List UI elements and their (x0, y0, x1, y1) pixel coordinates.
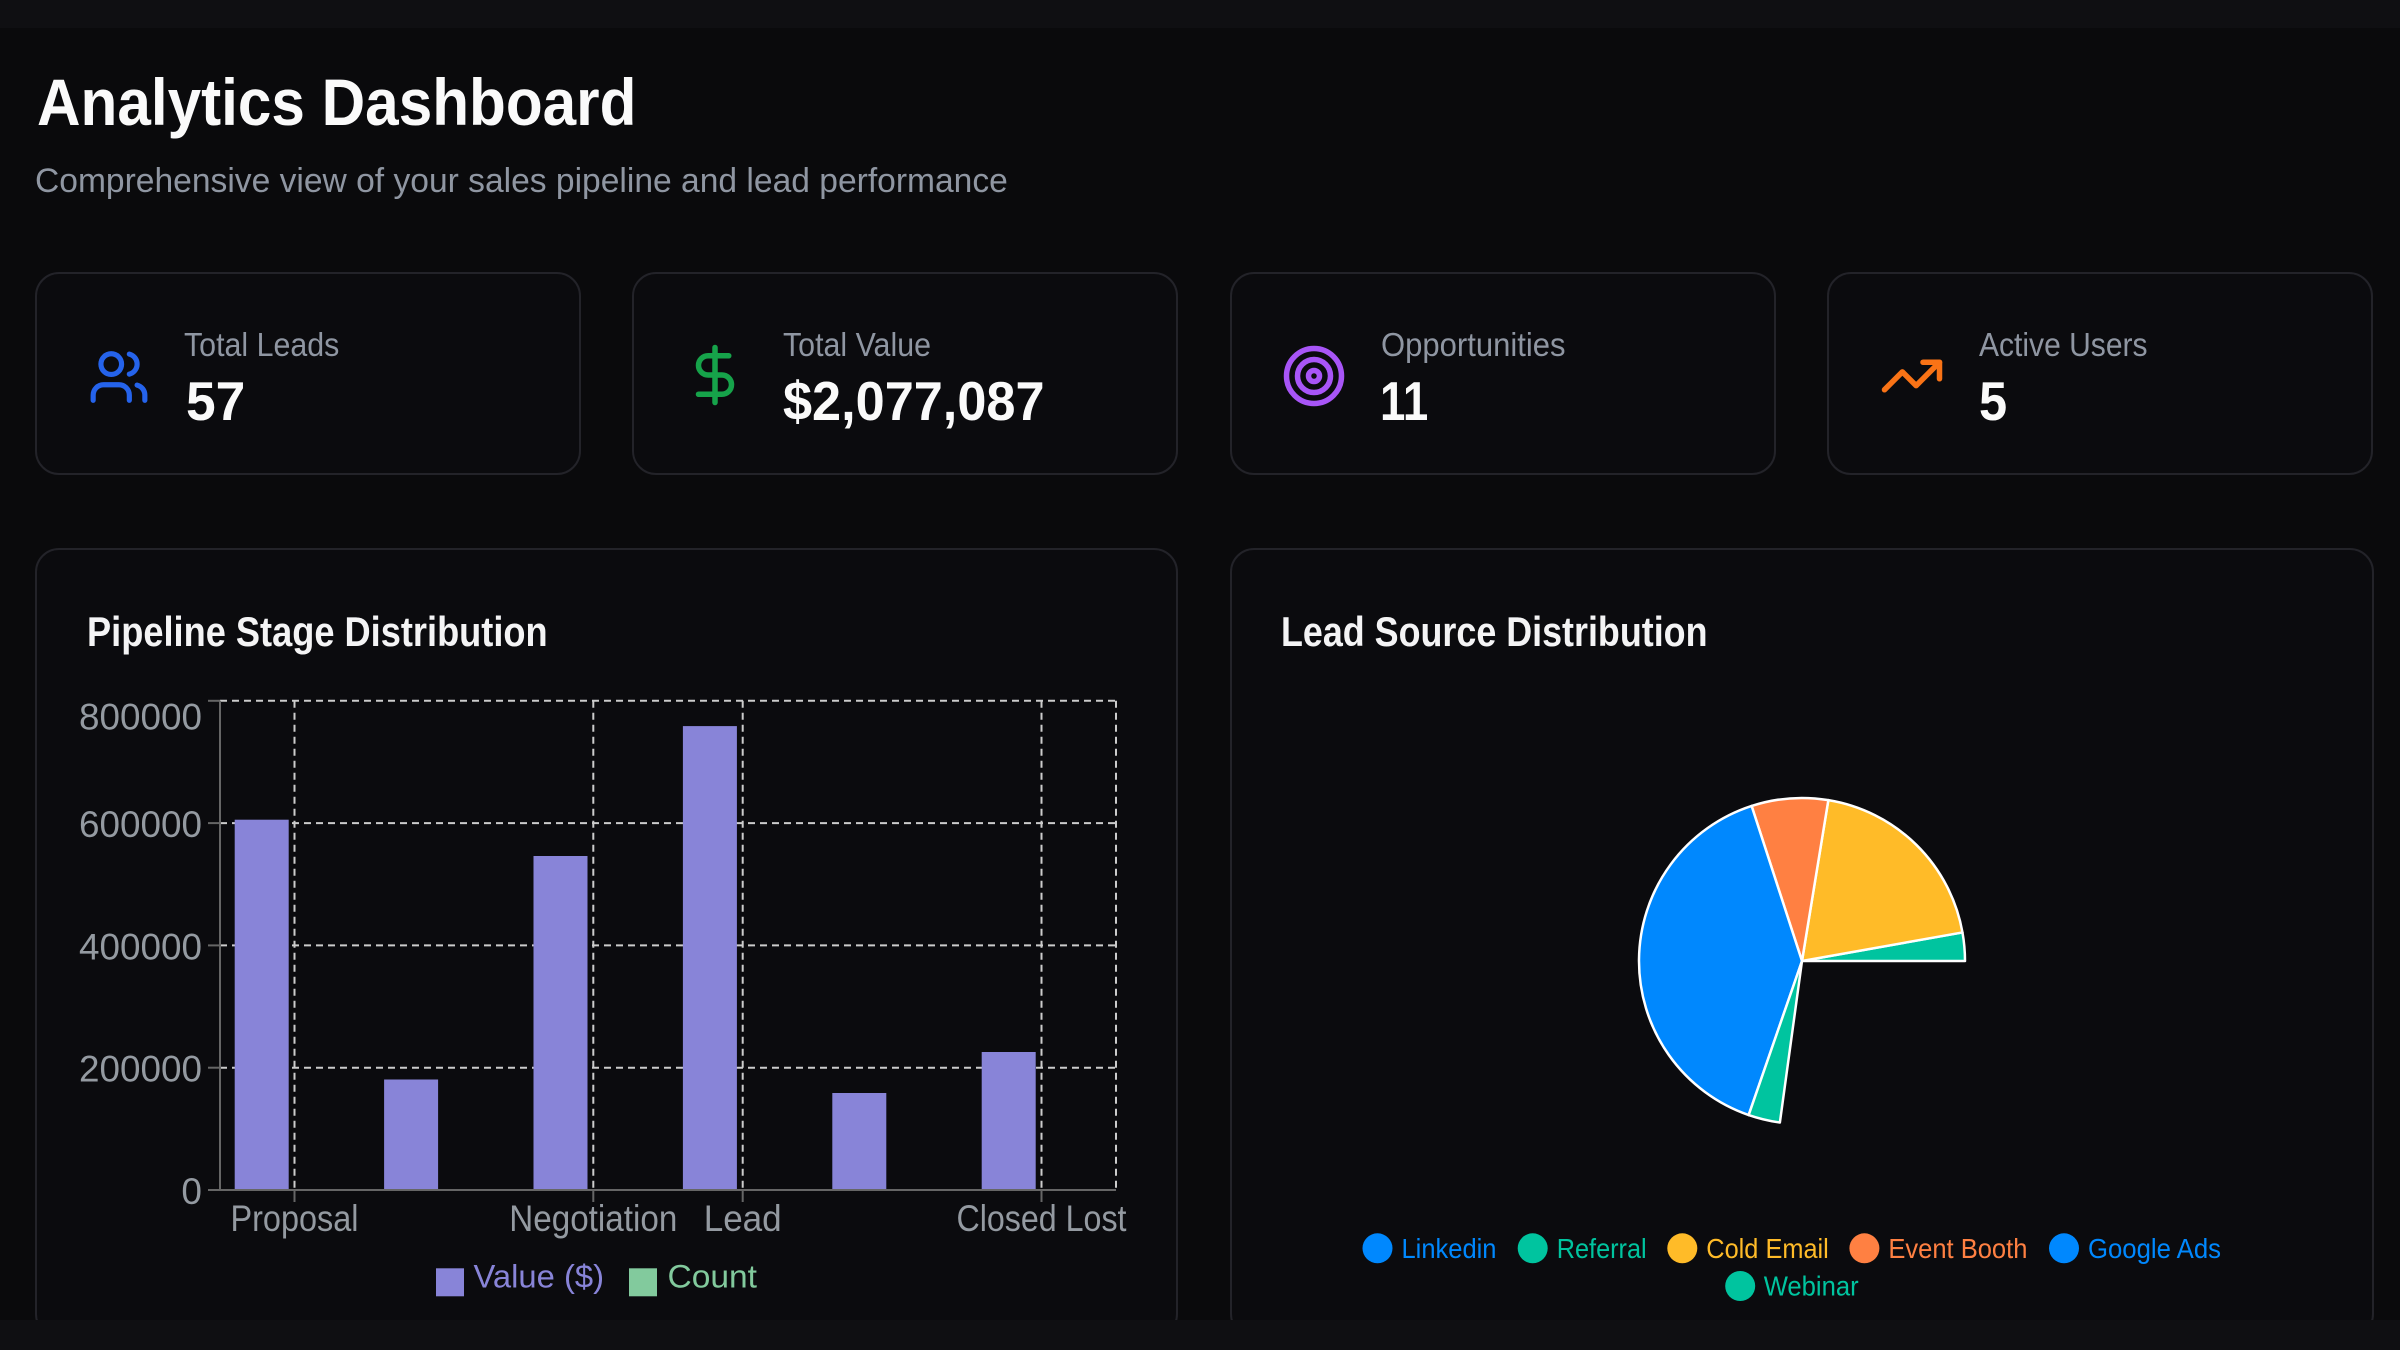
svg-text:400000: 400000 (79, 926, 202, 967)
svg-text:Proposal: Proposal (231, 1198, 359, 1239)
svg-text:Closed Lost: Closed Lost (957, 1198, 1128, 1239)
svg-text:200000: 200000 (79, 1049, 202, 1090)
svg-text:Google Ads: Google Ads (2088, 1233, 2221, 1264)
svg-text:800000: 800000 (79, 697, 202, 738)
svg-text:600000: 600000 (79, 804, 202, 845)
svg-text:Linkedin: Linkedin (1402, 1233, 1497, 1264)
svg-text:Cold Email: Cold Email (1706, 1233, 1829, 1264)
svg-text:Value ($): Value ($) (474, 1259, 605, 1295)
svg-text:0: 0 (181, 1171, 202, 1212)
svg-text:Webinar: Webinar (1764, 1271, 1859, 1302)
svg-text:Lead: Lead (704, 1198, 782, 1239)
svg-text:Negotiation: Negotiation (509, 1198, 677, 1239)
svg-text:Count: Count (668, 1259, 758, 1295)
svg-text:Referral: Referral (1557, 1233, 1647, 1264)
svg-text:Event Booth: Event Booth (1888, 1233, 2027, 1264)
